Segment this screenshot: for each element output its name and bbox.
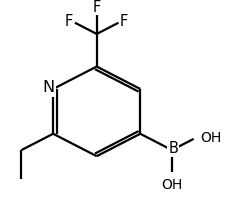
Text: B: B <box>167 141 177 155</box>
Text: N: N <box>42 80 55 95</box>
Text: F: F <box>120 14 128 29</box>
Text: N: N <box>42 80 55 95</box>
Text: F: F <box>92 0 100 15</box>
Text: OH: OH <box>199 131 220 145</box>
Text: OH: OH <box>161 178 182 192</box>
Text: F: F <box>65 14 73 29</box>
